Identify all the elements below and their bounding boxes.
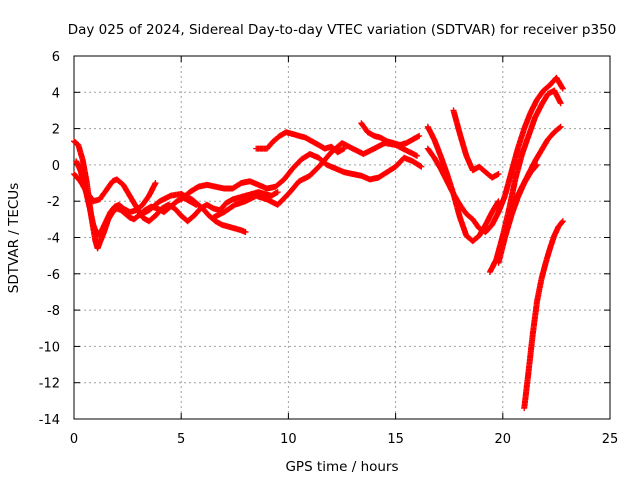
y-tick-label: 0 <box>52 159 60 174</box>
y-tick-label: -6 <box>47 268 60 283</box>
x-tick-label: 10 <box>280 432 297 447</box>
y-tick-label: 6 <box>52 50 60 65</box>
x-tick-label: 0 <box>70 432 78 447</box>
series-arc-8 <box>358 120 423 148</box>
y-axis-label: SDTVAR / TECUs <box>6 183 22 293</box>
data-markers <box>135 190 249 236</box>
series-arc-4 <box>135 190 249 236</box>
grid-lines <box>74 56 610 419</box>
x-tick-label: 5 <box>177 432 185 447</box>
y-tick-label: -12 <box>39 377 60 392</box>
x-tick-label: 15 <box>387 432 404 447</box>
series-arc-7 <box>253 129 348 156</box>
series-arc-3 <box>71 171 281 225</box>
series-arc-5 <box>178 151 425 203</box>
data-markers <box>358 120 423 148</box>
axis-ticks <box>73 55 611 420</box>
series-arc-10 <box>424 74 566 236</box>
series-arc-14 <box>521 218 566 412</box>
data-markers <box>450 107 502 181</box>
data-points <box>71 74 566 412</box>
y-tick-label: -14 <box>39 413 60 428</box>
y-tick-label: 2 <box>52 123 60 138</box>
series-arc-15 <box>506 123 564 216</box>
x-tick-label: 20 <box>495 432 512 447</box>
y-tick-label: -8 <box>47 304 60 319</box>
y-tick-label: 4 <box>52 86 60 101</box>
series-arc-12 <box>486 87 564 275</box>
y-tick-label: -4 <box>47 232 60 247</box>
data-markers <box>506 123 564 216</box>
data-markers <box>178 151 425 203</box>
x-axis-label: GPS time / hours <box>285 459 398 475</box>
y-tick-label: -10 <box>39 340 60 355</box>
data-markers <box>253 129 348 156</box>
y-tick-label: -2 <box>47 195 60 210</box>
chart-title: Day 025 of 2024, Sidereal Day-to-day VTE… <box>68 22 617 38</box>
data-markers <box>486 87 564 275</box>
series-arc-11 <box>450 107 502 181</box>
data-markers <box>424 74 566 236</box>
tick-labels: 0 5 10 15 20 25 -14 -12 -10 -8 -6 -4 -2 0 2 4 6 <box>39 50 619 447</box>
x-tick-label: 25 <box>602 432 619 447</box>
data-markers <box>521 218 566 412</box>
data-markers <box>71 171 281 225</box>
